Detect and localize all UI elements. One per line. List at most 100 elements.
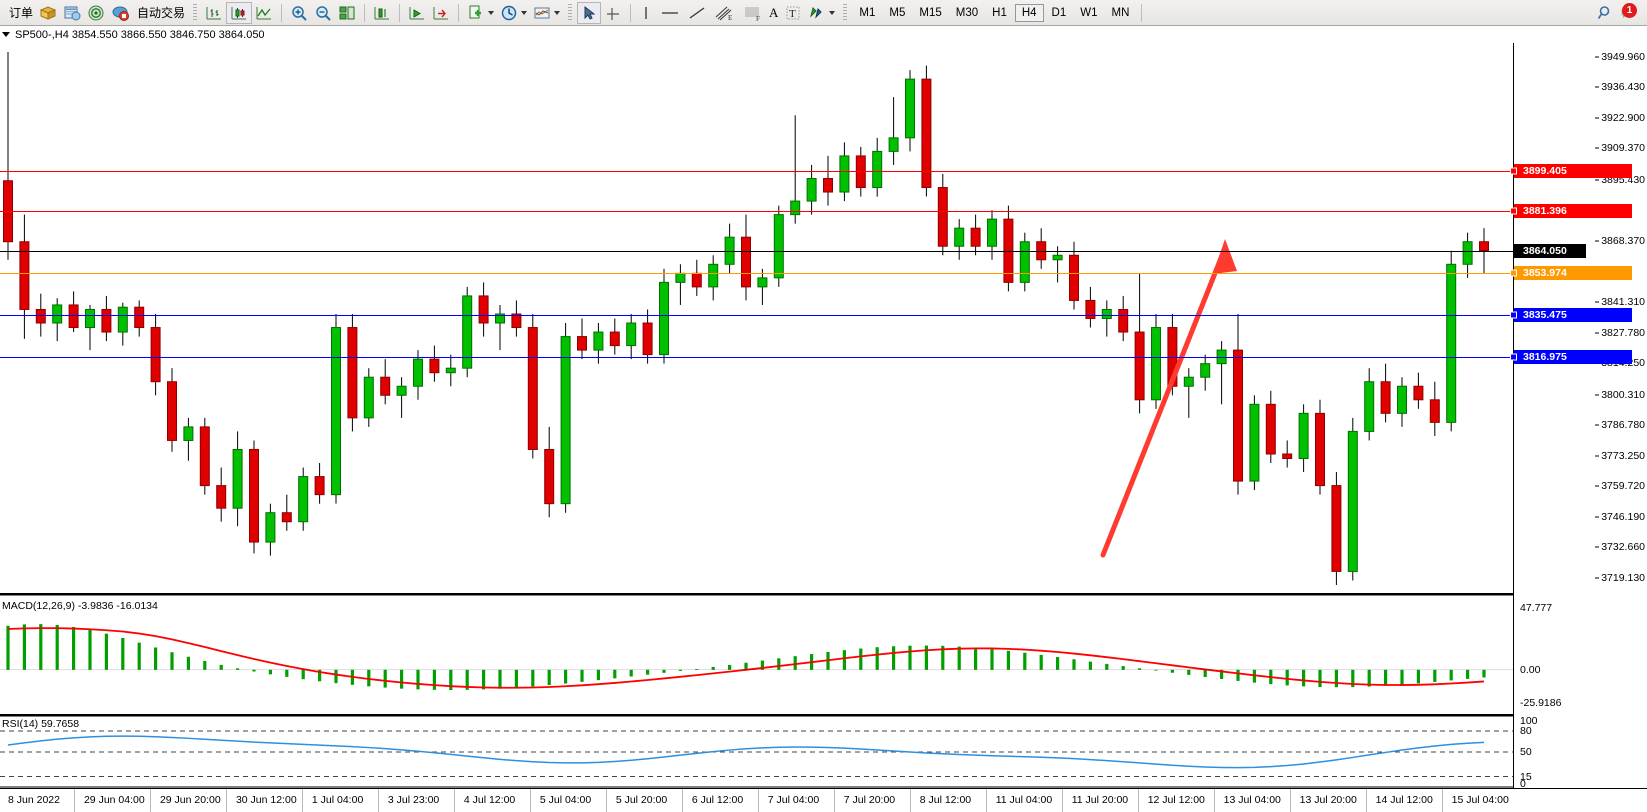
price-label-handle[interactable] [1510, 207, 1517, 215]
price-label-handle[interactable] [1510, 311, 1517, 319]
timeframe-h1[interactable]: H1 [992, 6, 1007, 19]
toolbar-grip[interactable] [193, 3, 198, 22]
time-separator [149, 789, 151, 812]
main-toolbar: 订单 [0, 0, 1647, 26]
svg-text:T: T [789, 8, 796, 20]
text-tool-button[interactable]: A [766, 2, 781, 24]
toolbar-divider-6 [1141, 3, 1143, 22]
collapse-triangle-icon[interactable] [2, 32, 10, 37]
chart-container[interactable]: MACD(12,26,9) -3.9836 -16.0134 RSI(14) 5… [0, 43, 1647, 812]
price-label-pivot[interactable]: 3853.974 [1510, 266, 1632, 281]
time-separator [985, 789, 987, 812]
bar-chart-icon [206, 6, 222, 19]
timeframe-h4[interactable]: H4 [1014, 3, 1044, 22]
tick-dash [1595, 546, 1600, 548]
price-line-support[interactable] [0, 356, 1513, 358]
search-button[interactable] [1593, 2, 1617, 24]
rsi-indicator-label: RSI(14) 59.7658 [2, 718, 80, 730]
price-tick: 3719.130 [1595, 572, 1645, 584]
chevron-down-icon-2[interactable] [521, 10, 528, 15]
price-line-support[interactable] [0, 315, 1513, 317]
vertical-line-tool-button[interactable] [636, 2, 656, 24]
rsi-tick: 80 [1520, 725, 1532, 737]
price-line-resistance[interactable] [0, 211, 1513, 213]
signal-icon[interactable] [84, 2, 108, 24]
cursor-tool-button[interactable] [577, 1, 602, 24]
horizontal-line-tool-button[interactable] [656, 2, 684, 24]
text-label-tool-button[interactable]: T [781, 2, 805, 24]
fibonacci-tool-button[interactable]: F [738, 2, 766, 24]
price-line-pivot[interactable] [0, 273, 1513, 275]
expert-advisor-button[interactable] [108, 2, 132, 24]
toolbar-divider [281, 3, 283, 22]
terminal-icon[interactable] [60, 2, 84, 24]
price-tick: 3759.720 [1595, 480, 1645, 492]
wallet-icon[interactable] [36, 2, 60, 24]
price-label-support[interactable]: 3835.475 [1510, 308, 1632, 323]
notification-button[interactable]: 1 [1617, 2, 1637, 23]
signal-icon-glyph [88, 5, 104, 20]
svg-text:F: F [756, 15, 760, 22]
chevron-down-icon[interactable] [488, 10, 495, 15]
toolbar-divider-2 [364, 3, 366, 22]
wallet-icon-glyph [39, 5, 57, 20]
crosshair-icon [607, 7, 620, 20]
timeframe-d1[interactable]: D1 [1051, 6, 1067, 19]
chevron-down-icon-3[interactable] [554, 10, 561, 15]
time-separator [909, 789, 911, 812]
time-tick: 5 Jul 04:00 [539, 794, 592, 806]
equidistant-channel-tool-button[interactable]: E [710, 2, 738, 24]
zoom-in-button[interactable] [287, 2, 311, 24]
indicators-dropdown[interactable] [530, 2, 563, 24]
price-label-handle[interactable] [1510, 167, 1517, 175]
tick-dash [1595, 455, 1600, 457]
tile-windows-button[interactable] [335, 2, 359, 24]
orders-button[interactable]: 订单 [4, 2, 36, 24]
zoom-out-button[interactable] [311, 2, 335, 24]
toolbar-grip-2[interactable] [568, 3, 573, 22]
timeframe-m5[interactable]: M5 [889, 6, 906, 19]
price-axis[interactable]: 3949.960 3936.430 3922.900 3909.370 3895.430… [1510, 43, 1647, 790]
crosshair-tool-button[interactable] [601, 2, 625, 24]
price-line-resistance[interactable] [0, 170, 1513, 172]
new-object-dropdown[interactable] [464, 2, 497, 24]
shapes-icon [810, 6, 823, 19]
candlestick-chart-button[interactable] [226, 1, 253, 24]
time-tick: 7 Jul 20:00 [843, 794, 896, 806]
price-label-resistance[interactable]: 3899.405 [1510, 163, 1632, 178]
line-chart-button[interactable] [252, 2, 276, 24]
shapes-dropdown[interactable] [805, 2, 838, 24]
timeframe-m15[interactable]: M15 [919, 6, 942, 19]
notification-count: 1 [1622, 2, 1637, 18]
rsi-tick: 50 [1520, 746, 1532, 758]
timeframe-w1[interactable]: W1 [1080, 6, 1098, 19]
fibonacci-icon: F [745, 7, 760, 22]
chevron-down-icon-4[interactable] [829, 10, 836, 15]
toolbar-grip-3[interactable] [843, 3, 848, 22]
bar-chart-button[interactable] [202, 2, 226, 24]
price-label-resistance[interactable]: 3881.396 [1510, 204, 1632, 219]
timeframe-mn[interactable]: MN [1111, 6, 1130, 19]
trendline-icon [689, 6, 705, 19]
price-label-current[interactable]: 3864.050 [1514, 243, 1586, 258]
chart-shift-button[interactable] [429, 2, 453, 24]
data-window-button[interactable] [370, 2, 394, 24]
price-label-handle[interactable] [1510, 269, 1517, 277]
price-label-support[interactable]: 3816.975 [1510, 349, 1632, 364]
chart-plot-area[interactable]: MACD(12,26,9) -3.9836 -16.0134 RSI(14) 5… [0, 43, 1513, 788]
time-separator [529, 789, 531, 812]
time-separator [833, 789, 835, 812]
timeframe-m30[interactable]: M30 [955, 6, 979, 19]
timeframe-m1[interactable]: M1 [859, 6, 876, 19]
price-label-handle[interactable] [1510, 353, 1517, 361]
time-tick: 8 Jul 12:00 [919, 794, 972, 806]
trendline-tool-button[interactable] [684, 2, 710, 24]
period-dropdown[interactable] [497, 2, 530, 24]
tile-windows-icon [339, 6, 355, 19]
tick-dash [1595, 516, 1600, 518]
auto-scroll-button[interactable] [405, 2, 429, 24]
chart-svg [0, 52, 1513, 788]
time-axis[interactable]: 8 Jun 2022 29 Jun 04:00 29 Jun 20:00 30 Jun… [0, 788, 1647, 812]
time-tick: 3 Jul 23:00 [387, 794, 440, 806]
autotrade-button[interactable]: 自动交易 [132, 2, 188, 24]
